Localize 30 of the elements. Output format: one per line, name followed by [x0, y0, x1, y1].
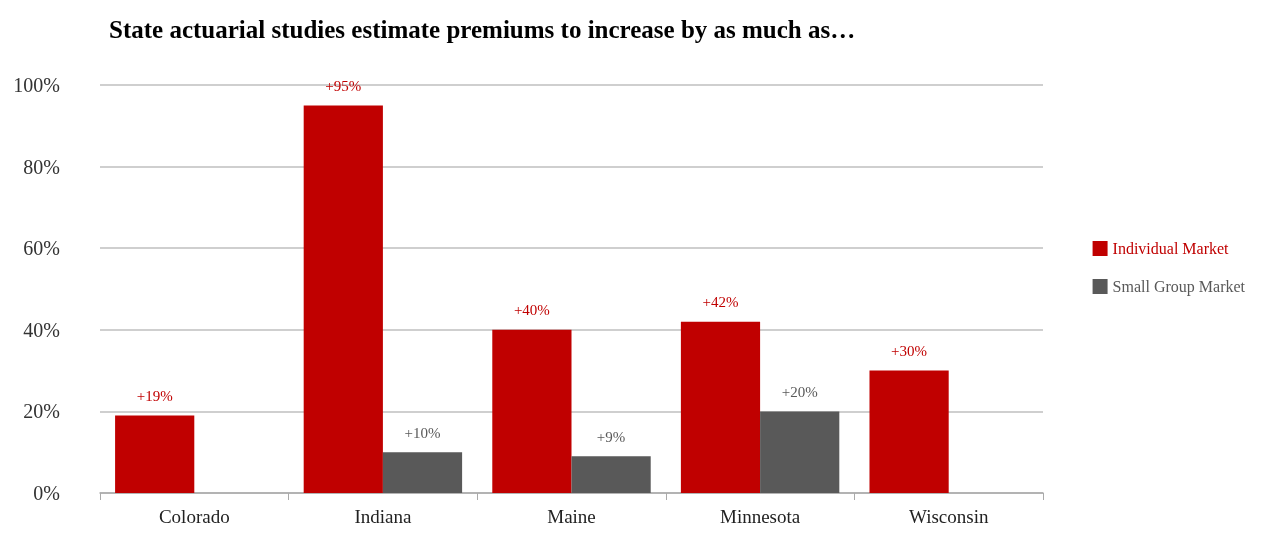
legend-label: Small Group Market — [1112, 278, 1246, 296]
y-tick-label: 40% — [23, 318, 60, 341]
data-label: +20% — [781, 383, 818, 400]
data-label: +42% — [702, 294, 739, 311]
legend-label: Individual Market — [1112, 240, 1230, 257]
data-label: +95% — [325, 77, 362, 94]
x-tick-label: Indiana — [354, 506, 412, 527]
bar — [869, 370, 949, 493]
data-label: +19% — [136, 387, 173, 404]
bar — [571, 456, 651, 493]
x-tick-label: Maine — [547, 506, 596, 527]
bar — [115, 415, 195, 493]
data-label: +30% — [891, 343, 928, 360]
data-label: +40% — [513, 302, 550, 319]
bar — [303, 105, 383, 493]
bar — [382, 452, 463, 493]
x-tick-label: Wisconsin — [908, 506, 989, 527]
x-tick-label: Colorado — [158, 506, 230, 527]
y-tick-label: 80% — [23, 155, 60, 178]
data-label: +10% — [404, 424, 441, 441]
bar — [680, 321, 761, 493]
y-tick-label: 60% — [23, 237, 60, 260]
data-label: +9% — [596, 428, 626, 445]
y-tick-label: 20% — [23, 400, 60, 423]
chart-title: State actuarial studies estimate premiums to increase by as much as… — [109, 16, 856, 43]
y-tick-label: 0% — [33, 482, 60, 504]
bar — [760, 411, 840, 493]
bar — [492, 329, 572, 493]
x-tick-label: Minnesota — [719, 506, 801, 527]
y-tick-label: 100% — [13, 74, 60, 96]
